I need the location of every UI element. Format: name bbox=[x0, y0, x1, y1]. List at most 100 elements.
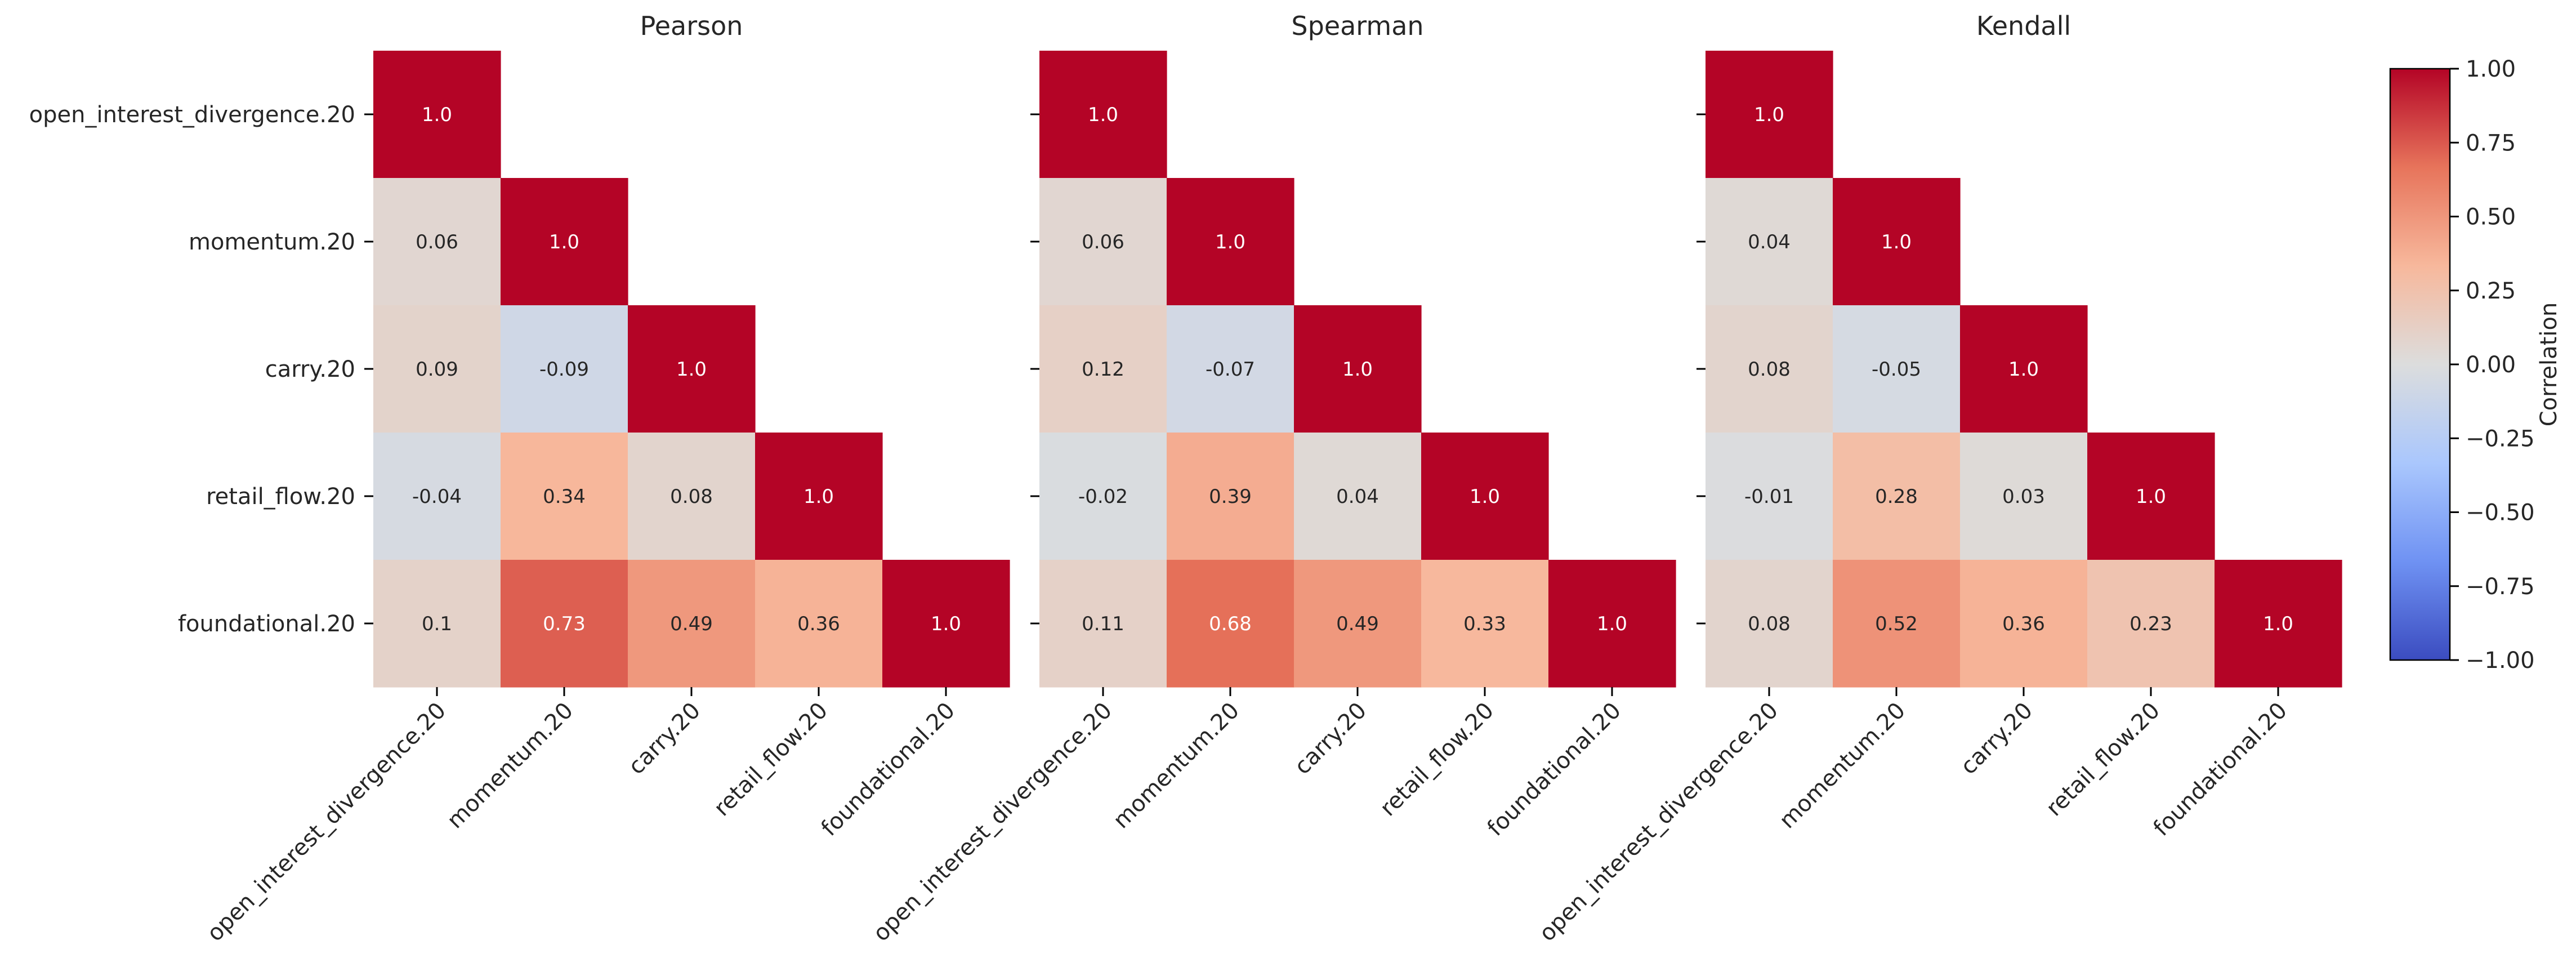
cell-value-label: 1.0 bbox=[1088, 104, 1118, 126]
y-tick-label: retail_flow.20 bbox=[206, 484, 355, 510]
heatmap-cell bbox=[755, 560, 883, 688]
cell-value-label: 0.04 bbox=[1748, 231, 1791, 253]
x-tick-label: carry.20 bbox=[1956, 698, 2038, 780]
heatmap-cell bbox=[1833, 433, 1961, 560]
cell-value-label: 0.11 bbox=[1082, 613, 1124, 635]
x-tick-label: open_interest_divergence.20 bbox=[202, 698, 451, 947]
colorbar-tick-label: −1.00 bbox=[2466, 648, 2535, 674]
heatmap-cell bbox=[1421, 560, 1549, 688]
cell-value-label: -0.05 bbox=[1872, 358, 1921, 381]
heatmap-cell bbox=[1421, 433, 1549, 560]
heatmap-cell bbox=[1833, 305, 1961, 433]
x-tick-label: foundational.20 bbox=[816, 698, 960, 841]
cell-value-label: 1.0 bbox=[422, 104, 452, 126]
cell-value-label: 0.12 bbox=[1082, 358, 1124, 381]
panel-title: Spearman bbox=[1291, 11, 1423, 41]
panel-title: Kendall bbox=[1976, 11, 2071, 41]
heatmap-cell bbox=[628, 433, 756, 560]
cell-value-label: 1.0 bbox=[2008, 358, 2039, 381]
colorbar-gradient bbox=[2389, 68, 2451, 661]
cell-value-label: 0.09 bbox=[416, 358, 458, 381]
cell-value-label: 0.06 bbox=[416, 231, 458, 253]
heatmap-cell bbox=[501, 178, 628, 306]
heatmap-cell bbox=[373, 433, 501, 560]
cell-value-label: 0.73 bbox=[543, 613, 586, 635]
cell-value-label: 0.04 bbox=[1336, 485, 1379, 508]
cell-value-label: 1.0 bbox=[1215, 231, 1245, 253]
x-tick-label: momentum.20 bbox=[1108, 698, 1244, 834]
colorbar-tick-label: 0.75 bbox=[2466, 130, 2516, 156]
cell-value-label: 0.36 bbox=[2002, 613, 2045, 635]
cell-value-label: -0.07 bbox=[1206, 358, 1255, 381]
heatmap-cell bbox=[1548, 560, 1676, 688]
cell-value-label: 0.06 bbox=[1082, 231, 1124, 253]
heatmap-cell bbox=[373, 305, 501, 433]
colorbar-tick-label: 0.50 bbox=[2466, 204, 2516, 230]
cell-value-label: -0.01 bbox=[1744, 485, 1794, 508]
cell-value-label: 1.0 bbox=[676, 358, 707, 381]
heatmap-cell bbox=[1833, 560, 1961, 688]
colorbar-tick-label: −0.25 bbox=[2466, 426, 2535, 452]
heatmap-panel-spearman: Spearman 1.0 0.06 1.0 0.12 -0.07 1.0 -0.02 0.39 0… bbox=[868, 11, 1676, 947]
heatmap-cell bbox=[1294, 433, 1422, 560]
cell-value-label: 0.39 bbox=[1209, 485, 1252, 508]
x-tick-label: momentum.20 bbox=[1774, 698, 1910, 834]
heatmap-cell bbox=[2087, 560, 2215, 688]
cell-value-label: 0.08 bbox=[1748, 613, 1791, 635]
cell-value-label: 1.0 bbox=[549, 231, 579, 253]
heatmap-cell bbox=[1706, 178, 1833, 306]
cell-value-label: 0.1 bbox=[422, 613, 452, 635]
heatmap-cell bbox=[1960, 305, 2088, 433]
heatmap-cell bbox=[1039, 178, 1167, 306]
cell-value-label: 0.08 bbox=[670, 485, 713, 508]
cell-value-label: 0.52 bbox=[1875, 613, 1918, 635]
heatmap-cell bbox=[1294, 560, 1422, 688]
heatmap-cell bbox=[1039, 305, 1167, 433]
cell-value-label: 1.0 bbox=[803, 485, 834, 508]
cell-value-label: -0.02 bbox=[1078, 485, 1128, 508]
cell-value-label: 0.08 bbox=[1748, 358, 1791, 381]
heatmap-cell bbox=[501, 305, 628, 433]
cell-value-label: 0.68 bbox=[1209, 613, 1252, 635]
heatmap-cell bbox=[2215, 560, 2342, 688]
heatmap-cell bbox=[1167, 178, 1294, 306]
heatmap-panel-pearson: Pearson 1.0 0.06 1.0 0.09 -0.09 1.0 -0.04 0.34 0.… bbox=[29, 11, 1010, 947]
heatmap-cell bbox=[882, 560, 1010, 688]
heatmap-cell bbox=[1167, 305, 1294, 433]
y-tick-label: momentum.20 bbox=[189, 229, 355, 255]
colorbar-tick-label: −0.75 bbox=[2466, 574, 2535, 600]
panel-title: Pearson bbox=[640, 11, 743, 41]
heatmap-cell bbox=[1960, 433, 2088, 560]
colorbar: 1.00 0.75 0.50 0.25 0.00 −0.25 −0.50 −0.75 −1.00… bbox=[2389, 56, 2562, 674]
heatmap-cell bbox=[1039, 433, 1167, 560]
heatmap-cell bbox=[1294, 305, 1422, 433]
heatmap-cell bbox=[373, 51, 501, 179]
heatmap-cell bbox=[1706, 433, 1833, 560]
heatmap-cell bbox=[628, 560, 756, 688]
heatmap-cell bbox=[1706, 51, 1833, 179]
heatmap-cell bbox=[373, 560, 501, 688]
cell-value-label: 1.0 bbox=[931, 613, 961, 635]
cell-value-label: 0.49 bbox=[1336, 613, 1379, 635]
colorbar-label: Correlation bbox=[2536, 302, 2562, 427]
heatmap-cell bbox=[755, 433, 883, 560]
x-tick-label: foundational.20 bbox=[2149, 698, 2292, 841]
y-tick-label: foundational.20 bbox=[178, 611, 355, 637]
cell-value-label: 1.0 bbox=[1754, 104, 1784, 126]
cell-value-label: 1.0 bbox=[1597, 613, 1627, 635]
cell-value-label: 1.0 bbox=[1470, 485, 1500, 508]
cell-value-label: 1.0 bbox=[1342, 358, 1373, 381]
x-tick-label: momentum.20 bbox=[442, 698, 578, 834]
heatmap-cell bbox=[628, 305, 756, 433]
y-tick-label: open_interest_divergence.20 bbox=[29, 102, 355, 128]
heatmap-cell bbox=[1039, 51, 1167, 179]
heatmap-cell bbox=[2087, 433, 2215, 560]
x-tick-label: foundational.20 bbox=[1483, 698, 1626, 841]
x-tick-label: carry.20 bbox=[1289, 698, 1372, 780]
heatmap-cell bbox=[501, 560, 628, 688]
colorbar-tick-label: −0.50 bbox=[2466, 500, 2535, 526]
cell-value-label: 0.03 bbox=[2002, 485, 2045, 508]
heatmap-cell bbox=[1706, 305, 1833, 433]
heatmap-cell bbox=[501, 433, 628, 560]
